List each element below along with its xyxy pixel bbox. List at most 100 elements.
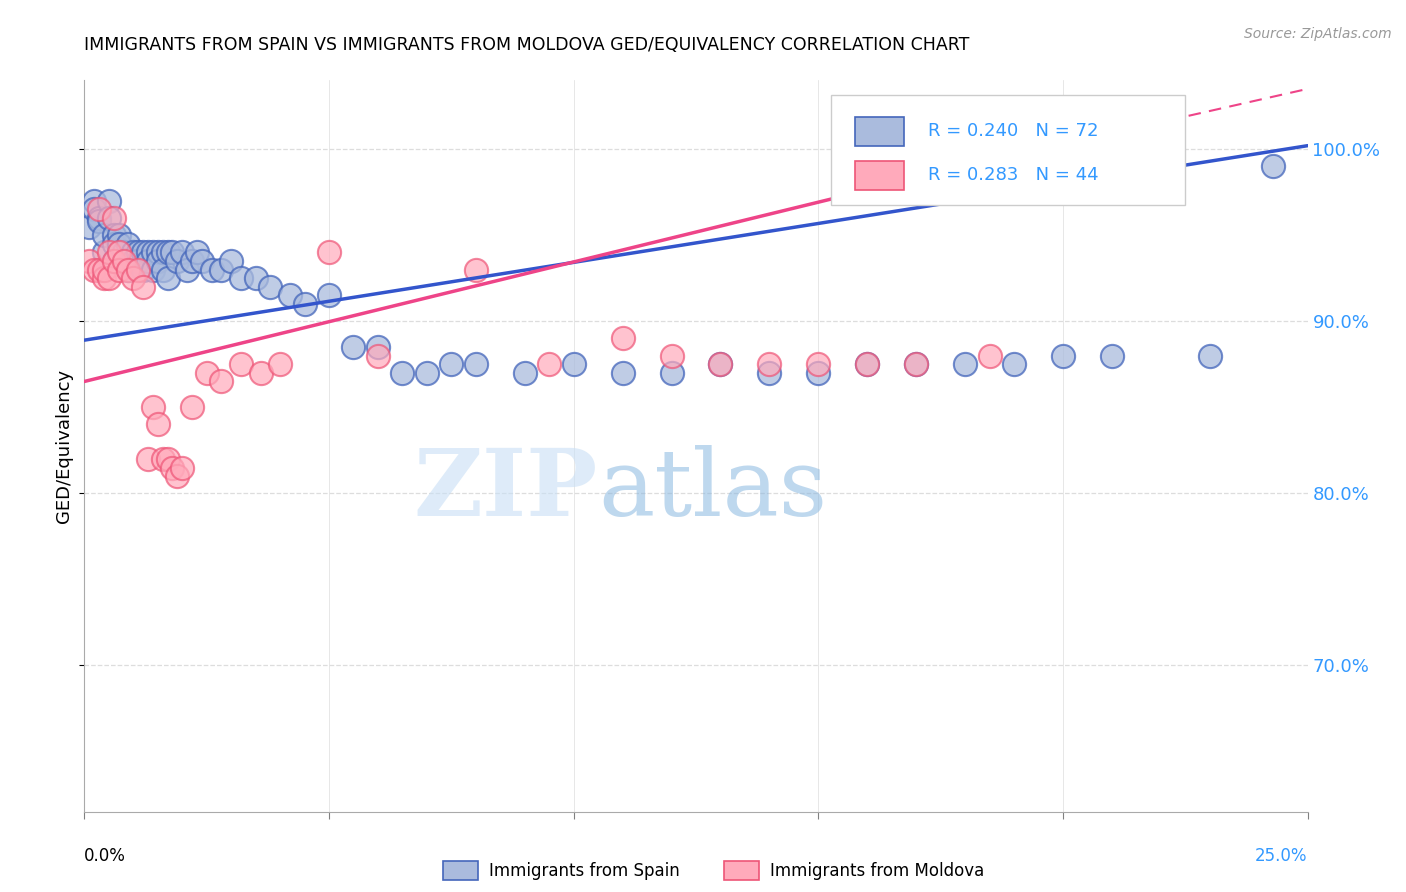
Point bbox=[953, 357, 976, 371]
Point bbox=[181, 254, 204, 268]
Point bbox=[97, 271, 120, 285]
Text: 25.0%: 25.0% bbox=[1256, 847, 1308, 865]
Point bbox=[856, 357, 879, 371]
Point bbox=[709, 357, 731, 371]
Point bbox=[146, 245, 169, 260]
Point bbox=[195, 366, 218, 380]
Point bbox=[156, 451, 179, 466]
Point bbox=[112, 254, 135, 268]
Point bbox=[146, 417, 169, 432]
Point bbox=[367, 349, 389, 363]
Point bbox=[107, 262, 129, 277]
Point bbox=[661, 366, 683, 380]
Point bbox=[83, 262, 105, 277]
Point bbox=[612, 366, 634, 380]
Point bbox=[117, 262, 139, 277]
Point bbox=[103, 228, 125, 243]
Point bbox=[440, 357, 463, 371]
Point bbox=[219, 254, 242, 268]
Point bbox=[152, 451, 174, 466]
Point bbox=[905, 357, 928, 371]
Point bbox=[83, 194, 105, 208]
Point bbox=[259, 280, 281, 294]
Text: R = 0.283   N = 44: R = 0.283 N = 44 bbox=[928, 167, 1099, 185]
Point bbox=[93, 245, 115, 260]
Point bbox=[186, 245, 208, 260]
Point bbox=[87, 202, 110, 217]
Point bbox=[103, 254, 125, 268]
Point bbox=[127, 254, 149, 268]
Point bbox=[107, 245, 129, 260]
Point bbox=[318, 245, 340, 260]
Point bbox=[1002, 357, 1025, 371]
Point bbox=[176, 262, 198, 277]
Point bbox=[661, 349, 683, 363]
Point bbox=[132, 280, 155, 294]
Point bbox=[367, 340, 389, 354]
Point bbox=[132, 262, 155, 277]
Text: R = 0.240   N = 72: R = 0.240 N = 72 bbox=[928, 122, 1099, 140]
Point bbox=[122, 245, 145, 260]
Point bbox=[1263, 159, 1285, 173]
FancyBboxPatch shape bbox=[855, 117, 904, 146]
Point bbox=[200, 262, 222, 277]
Point bbox=[127, 245, 149, 260]
Point bbox=[229, 271, 252, 285]
Point bbox=[93, 271, 115, 285]
Point bbox=[156, 271, 179, 285]
Point bbox=[209, 262, 232, 277]
Point bbox=[142, 401, 165, 415]
Point bbox=[979, 349, 1001, 363]
Point bbox=[103, 236, 125, 251]
Point bbox=[107, 236, 129, 251]
Text: ZIP: ZIP bbox=[413, 445, 598, 535]
Point bbox=[93, 228, 115, 243]
Point bbox=[122, 254, 145, 268]
Point bbox=[77, 219, 100, 234]
Point bbox=[181, 401, 204, 415]
Point bbox=[136, 254, 159, 268]
Point bbox=[612, 331, 634, 345]
Point bbox=[97, 245, 120, 260]
Point bbox=[538, 357, 561, 371]
Point bbox=[87, 262, 110, 277]
FancyBboxPatch shape bbox=[831, 95, 1185, 204]
Point bbox=[245, 271, 267, 285]
Text: Immigrants from Spain: Immigrants from Spain bbox=[489, 862, 681, 880]
Point bbox=[103, 211, 125, 225]
Point bbox=[249, 366, 271, 380]
Point bbox=[117, 236, 139, 251]
Point bbox=[391, 366, 413, 380]
Point bbox=[103, 254, 125, 268]
Point bbox=[136, 245, 159, 260]
Point bbox=[112, 245, 135, 260]
Point bbox=[758, 366, 780, 380]
Point bbox=[342, 340, 364, 354]
Y-axis label: GED/Equivalency: GED/Equivalency bbox=[55, 369, 73, 523]
Point bbox=[318, 288, 340, 302]
Text: 0.0%: 0.0% bbox=[84, 847, 127, 865]
Point bbox=[136, 451, 159, 466]
Point bbox=[758, 357, 780, 371]
Point bbox=[209, 375, 232, 389]
Point bbox=[142, 245, 165, 260]
Text: atlas: atlas bbox=[598, 445, 827, 535]
Point bbox=[1198, 349, 1220, 363]
Point bbox=[416, 366, 439, 380]
Point bbox=[709, 357, 731, 371]
Point bbox=[97, 211, 120, 225]
Point bbox=[156, 245, 179, 260]
Point bbox=[132, 245, 155, 260]
Point bbox=[152, 262, 174, 277]
Point bbox=[142, 262, 165, 277]
Point bbox=[513, 366, 536, 380]
Point bbox=[87, 214, 110, 228]
Point bbox=[1052, 349, 1074, 363]
Point bbox=[172, 460, 194, 475]
Point bbox=[117, 262, 139, 277]
Text: Immigrants from Moldova: Immigrants from Moldova bbox=[770, 862, 984, 880]
Point bbox=[1052, 185, 1074, 199]
Point bbox=[278, 288, 301, 302]
Point bbox=[107, 245, 129, 260]
Point bbox=[146, 254, 169, 268]
